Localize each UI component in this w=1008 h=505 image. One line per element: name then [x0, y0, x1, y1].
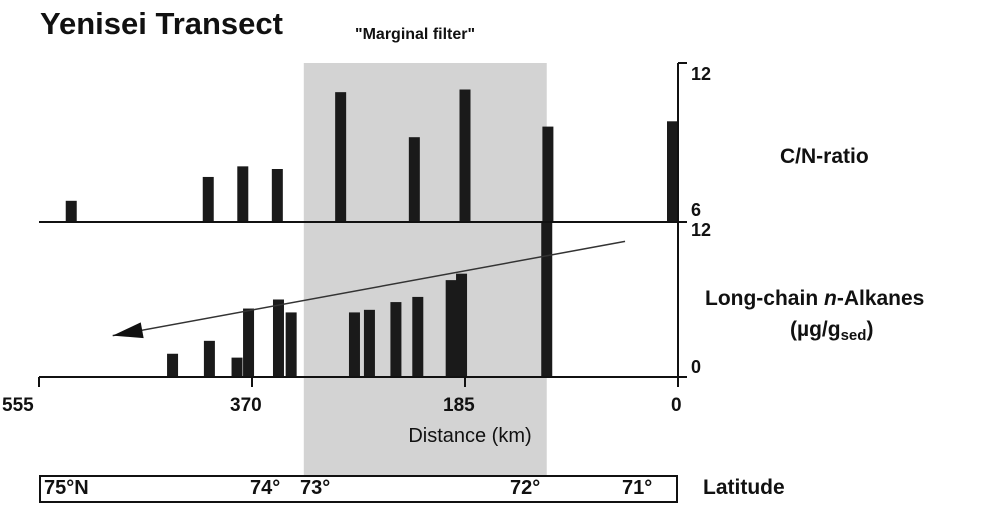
alkane-unit-label: (µg/gsed) — [790, 318, 874, 344]
latitude-scale-box — [39, 475, 678, 503]
alkane-bar — [541, 222, 553, 377]
cn-bar — [335, 92, 347, 223]
x-tick-label: 185 — [443, 395, 475, 416]
alk-axis-bottom-label: 0 — [691, 357, 702, 377]
alkane-bar — [203, 340, 215, 377]
cn-bar — [237, 166, 249, 222]
cn-axis-top-label: 12 — [691, 64, 712, 84]
chart-title: Yenisei Transect — [40, 6, 283, 41]
x-tick-label: 555 — [2, 395, 34, 416]
alkane-bar — [272, 299, 284, 377]
alkane-bar — [285, 312, 297, 377]
alkane-bar — [363, 309, 375, 377]
alkane-bar — [348, 312, 360, 377]
cn-axis-bottom-label: 6 — [691, 200, 702, 220]
alk-axis-top-label: 12 — [691, 220, 712, 240]
cn-bar — [459, 89, 471, 222]
alkane-bar — [231, 357, 243, 377]
x-tick-label: 0 — [671, 395, 682, 416]
cn-bar — [202, 176, 214, 222]
alkane-bar — [445, 280, 457, 377]
latitude-label: 73° — [300, 477, 331, 499]
latitude-label: 72° — [510, 477, 541, 499]
latitude-title: Latitude — [703, 476, 785, 499]
cn-bar — [408, 137, 420, 222]
cn-panel-label: C/N-ratio — [780, 145, 869, 168]
latitude-label: 75°N — [44, 477, 89, 499]
alkane-bar — [167, 353, 179, 377]
chart-subtitle: "Marginal filter" — [355, 26, 476, 43]
cn-bar — [271, 169, 283, 222]
alkane-bar — [390, 302, 402, 377]
x-tick-label: 370 — [230, 395, 262, 416]
alkane-bar — [456, 273, 468, 377]
trend-arrow-shaft — [112, 240, 626, 337]
latitude-label: 71° — [622, 477, 653, 499]
cn-bar — [65, 200, 77, 222]
trend-arrow-head — [112, 322, 144, 339]
cn-bar — [542, 126, 554, 222]
cn-bar — [667, 121, 678, 222]
alkane-bar — [243, 308, 255, 377]
alkane-bar — [412, 296, 424, 377]
alkane-panel-label: Long-chain n-Alkanes — [705, 287, 925, 310]
latitude-label: 74° — [250, 477, 281, 499]
